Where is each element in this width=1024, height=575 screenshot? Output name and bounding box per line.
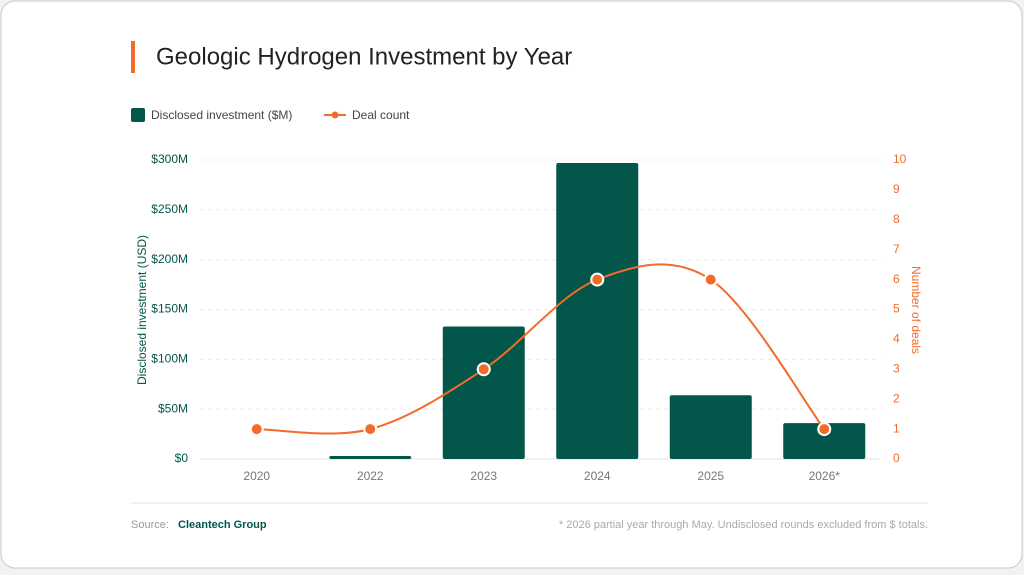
bar — [442, 326, 525, 459]
x-tick-label: 2025 — [697, 469, 724, 483]
y2-tick-label: 2 — [893, 391, 900, 405]
y-tick-label: $0 — [175, 451, 189, 465]
y2-tick-label: 10 — [893, 152, 907, 166]
y2-tick-label: 5 — [893, 302, 900, 316]
y2-tick-label: 8 — [893, 212, 900, 226]
point — [363, 422, 378, 437]
chart-title: Geologic Hydrogen Investment by Year — [156, 43, 572, 70]
source-label: Source: — [131, 519, 169, 531]
bar — [556, 162, 639, 460]
y2-axis-title: Number of deals — [909, 266, 923, 354]
y-axis-title: Disclosed investment (USD) — [135, 235, 149, 385]
y2-tick-label: 3 — [893, 361, 900, 375]
x-tick-label: 2022 — [357, 469, 384, 483]
source: Cleantech Group — [178, 519, 267, 531]
y2-tick-label: 0 — [893, 451, 900, 465]
y-tick-label: $300M — [151, 152, 188, 166]
y-tick-label: $100M — [151, 352, 188, 366]
point — [817, 422, 832, 437]
bar — [669, 395, 752, 459]
legend-label: Deal count — [352, 108, 410, 122]
y-tick-label: $250M — [151, 202, 188, 216]
point — [703, 272, 718, 287]
y2-tick-label: 6 — [893, 272, 900, 286]
footnote: * 2026 partial year through May. Undiscl… — [559, 519, 928, 531]
y-tick-label: $150M — [151, 302, 188, 316]
point — [590, 272, 605, 287]
legend-label: Disclosed investment ($M) — [151, 108, 292, 122]
bar — [783, 423, 866, 459]
y2-tick-label: 7 — [893, 242, 900, 256]
y2-tick-label: 9 — [893, 182, 900, 196]
y-tick-label: $50M — [158, 401, 188, 415]
y2-tick-label: 1 — [893, 421, 900, 435]
point — [476, 362, 491, 377]
x-tick-label: 2024 — [584, 469, 611, 483]
title-accent — [131, 41, 135, 73]
x-tick-label: 2020 — [243, 469, 270, 483]
point — [249, 422, 264, 437]
y2-tick-label: 4 — [893, 332, 900, 346]
bar — [329, 456, 412, 459]
y-tick-label: $200M — [151, 252, 188, 266]
x-tick-label: 2023 — [470, 469, 497, 483]
legend-swatch-dot — [331, 111, 339, 119]
legend-swatch-bar — [131, 108, 145, 122]
x-tick-label: 2026* — [809, 469, 841, 483]
